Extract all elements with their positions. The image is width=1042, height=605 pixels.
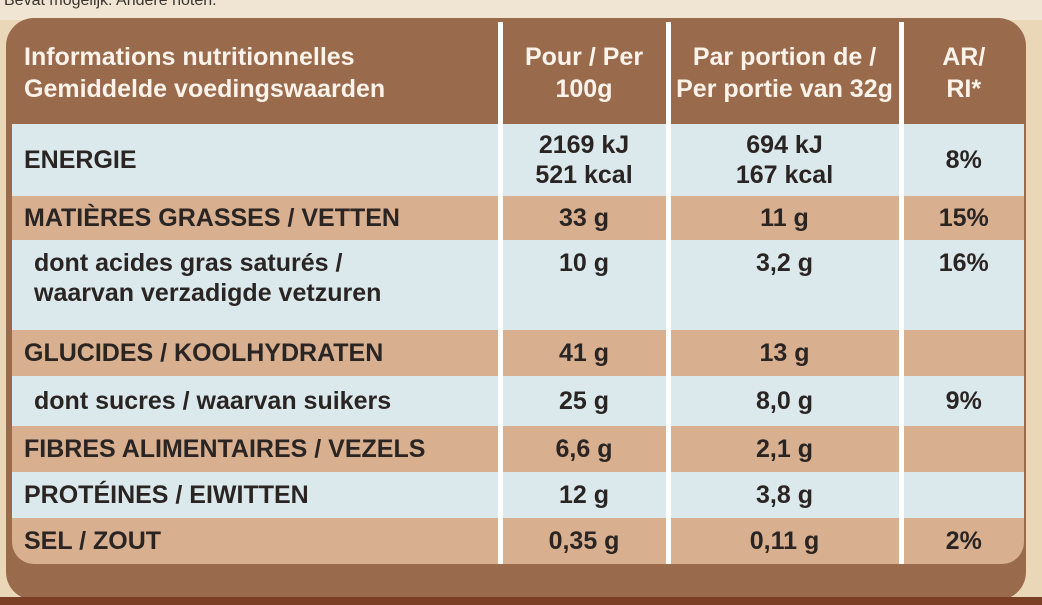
header-label-nl: Gemiddelde voedingswaarden	[24, 75, 386, 103]
per100-value: 10 g	[500, 240, 671, 330]
header-ri: AR/ RI*	[901, 22, 1024, 124]
header-per100-line2: 100g	[555, 75, 613, 103]
header-label-fr: Informations nutritionnelles	[24, 43, 355, 71]
per100-kj: 2169 kJ	[538, 131, 630, 159]
portion-value: 2,1 g	[668, 426, 904, 472]
header-label: Informations nutritionnelles Gemiddelde …	[12, 22, 503, 124]
per100-value: 0,35 g	[500, 518, 671, 564]
row-label: dont sucres / waarvan suikers	[12, 376, 503, 426]
ri-value: 2%	[901, 518, 1024, 564]
header-portion: Par portion de / Per portie van 32g	[668, 22, 904, 124]
per100-value: 41 g	[500, 330, 671, 376]
nutrition-table: Informations nutritionnelles Gemiddelde …	[12, 22, 1024, 564]
row-salt: SEL / ZOUT 0,35 g 0,11 g 2%	[12, 518, 1024, 564]
allergen-note: Bevat mogelijk: Andere noten.	[4, 0, 217, 9]
portion-value: 11 g	[668, 196, 904, 240]
ri-value: 16%	[901, 240, 1024, 330]
header-portion-line2: Per portie van 32g	[676, 75, 893, 103]
header-per100-line1: Pour / Per	[524, 43, 644, 71]
row-label: dont acides gras saturés / waarvan verza…	[12, 240, 503, 330]
ri-value: 8%	[901, 124, 1024, 196]
header-ri-line1: AR/	[942, 43, 986, 71]
row-saturates: dont acides gras saturés / waarvan verza…	[12, 240, 1024, 330]
row-fat: MATIÈRES GRASSES / VETTEN 33 g 11 g 15%	[12, 196, 1024, 240]
row-label-line1: dont acides gras saturés /	[34, 249, 343, 277]
row-label-line2: waarvan verzadigde vetzuren	[34, 279, 382, 307]
ri-value	[901, 330, 1024, 376]
portion-kj: 694 kJ	[746, 131, 823, 159]
portion-kcal: 167 kcal	[735, 161, 834, 189]
header-per100: Pour / Per 100g	[500, 22, 671, 124]
per100-value: 33 g	[500, 196, 671, 240]
row-fibre: FIBRES ALIMENTAIRES / VEZELS 6,6 g 2,1 g	[12, 426, 1024, 472]
portion-value: 0,11 g	[668, 518, 904, 564]
row-label: GLUCIDES / KOOLHYDRATEN	[12, 330, 503, 376]
table-header-row: Informations nutritionnelles Gemiddelde …	[12, 22, 1024, 124]
header-ri-line2: RI*	[946, 75, 982, 103]
ri-value	[901, 426, 1024, 472]
package-edge	[0, 597, 1042, 605]
row-label-line1: ENERGIE	[24, 146, 137, 174]
portion-value: 3,8 g	[668, 472, 904, 518]
row-label: SEL / ZOUT	[12, 518, 503, 564]
ri-value	[901, 472, 1024, 518]
per100-value: 6,6 g	[500, 426, 671, 472]
portion-value: 8,0 g	[668, 376, 904, 426]
per100-kcal: 521 kcal	[535, 161, 633, 189]
per100-value: 2169 kJ 521 kcal	[500, 124, 671, 196]
ri-value: 9%	[901, 376, 1024, 426]
row-label: PROTÉINES / EIWITTEN	[12, 472, 503, 518]
row-carbohydrate: GLUCIDES / KOOLHYDRATEN 41 g 13 g	[12, 330, 1024, 376]
per100-value: 25 g	[500, 376, 671, 426]
top-note-strip: Bevat mogelijk: Andere noten.	[0, 0, 1042, 20]
row-protein: PROTÉINES / EIWITTEN 12 g 3,8 g	[12, 472, 1024, 518]
portion-value: 694 kJ 167 kcal	[668, 124, 904, 196]
header-portion-line1: Par portion de /	[692, 43, 877, 71]
row-label: ENERGIE	[12, 124, 503, 196]
row-sugars: dont sucres / waarvan suikers 25 g 8,0 g…	[12, 376, 1024, 426]
portion-value: 13 g	[668, 330, 904, 376]
ri-value: 15%	[901, 196, 1024, 240]
portion-value: 3,2 g	[668, 240, 904, 330]
row-label: MATIÈRES GRASSES / VETTEN	[12, 196, 503, 240]
row-label: FIBRES ALIMENTAIRES / VEZELS	[12, 426, 503, 472]
per100-value: 12 g	[500, 472, 671, 518]
row-energy: ENERGIE 2169 kJ 521 kcal 694 kJ 167 kcal…	[12, 124, 1024, 196]
